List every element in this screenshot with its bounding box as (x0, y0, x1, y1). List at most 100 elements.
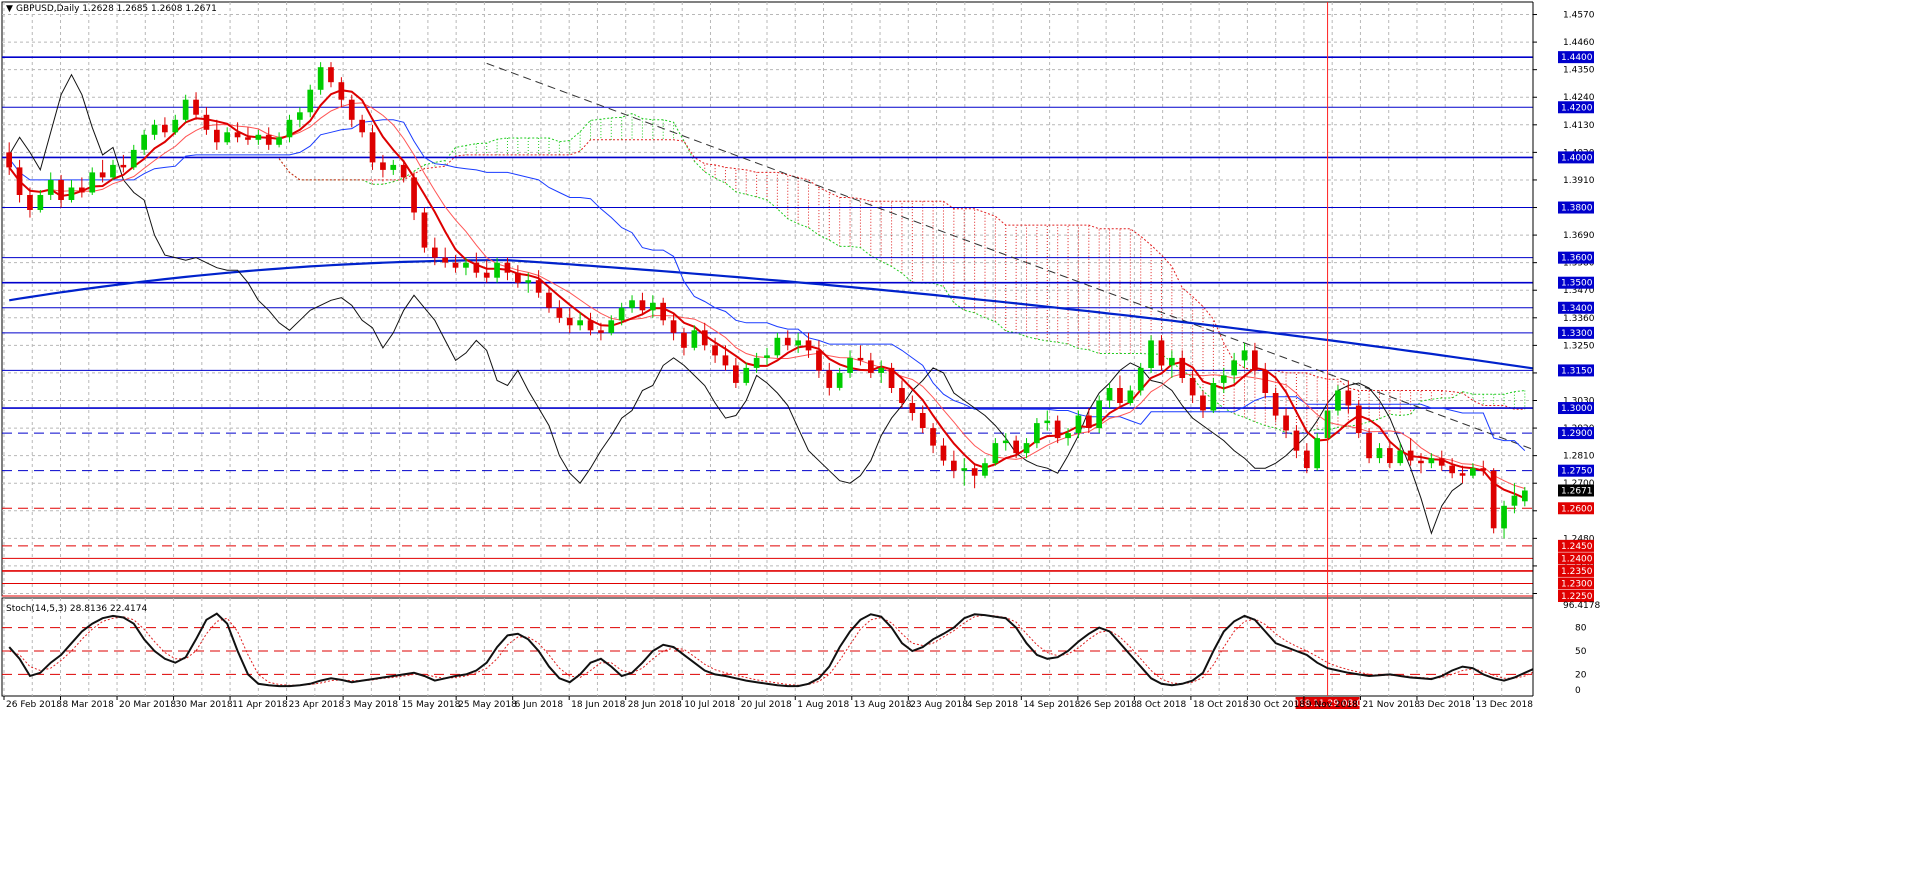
candle-body (1054, 420, 1061, 439)
candle-body (193, 99, 199, 115)
level-price-tag (1558, 101, 1594, 114)
time-label: 20 Jul 2018 (741, 700, 792, 710)
candle-body (411, 177, 417, 213)
candle-body (359, 119, 365, 133)
candle-body (546, 292, 552, 308)
candle-body (47, 179, 54, 195)
time-label: 3 May 2018 (345, 700, 398, 710)
time-label: 9 Nov 2018 (1306, 700, 1358, 710)
level-price-text: 1.3150 (1561, 366, 1593, 376)
candle-body (670, 320, 677, 333)
candle-body (203, 114, 210, 130)
axis-tick-label: 1.3910 (1563, 176, 1595, 186)
candle-body (1200, 395, 1206, 411)
candle-body (1438, 458, 1445, 466)
time-label: 8 Oct 2018 (1136, 700, 1186, 710)
candle-body (764, 355, 770, 358)
time-label: 4 Sep 2018 (967, 700, 1019, 710)
level-price-text: 1.2450 (1561, 542, 1593, 552)
candle-body (971, 468, 978, 476)
candle-body (307, 89, 314, 113)
time-label: 20 Mar 2018 (119, 700, 176, 710)
candle-body (774, 337, 781, 356)
candle-body (608, 320, 615, 333)
time-label: 14 Sep 2018 (1023, 700, 1080, 710)
stoch-signal-line (9, 614, 1536, 686)
time-label: 23 Aug 2018 (910, 700, 968, 710)
candle-body (784, 337, 791, 346)
axis-tick-label: 1.4570 (1563, 11, 1595, 21)
candle-body (1522, 490, 1528, 502)
stoch-level-label: 80 (1575, 624, 1587, 634)
crosshair-time-text: 2018.11.29 08:00 (1287, 699, 1368, 709)
symbol-info-label: GBPUSD,Daily 1.2628 1.2685 1.2608 1.2671 (16, 4, 217, 14)
candle-body (421, 212, 428, 248)
candle-body (701, 330, 708, 346)
ma-200-line (9, 259, 1598, 379)
candle-body (1355, 405, 1362, 434)
candle-body (1075, 415, 1082, 433)
axis-tick-label: 1.4130 (1563, 121, 1595, 131)
candle-body (930, 428, 936, 446)
candle-body (348, 99, 355, 120)
horizontal-levels[interactable] (2, 56, 1533, 597)
candle-body (650, 302, 656, 311)
candle-body (162, 124, 168, 133)
candle-body (878, 367, 884, 373)
candle-body (1335, 390, 1341, 411)
level-price-tag (1558, 464, 1594, 477)
price-axis: 1.45701.44601.43501.42401.41301.40201.39… (1532, 0, 1916, 869)
axis-tick-label: 1.3580 (1563, 259, 1595, 269)
stochastic-label: Stoch(14,5,3) 28.8136 22.4174 (6, 604, 147, 614)
candle-body (857, 357, 864, 361)
candle-body (317, 67, 324, 90)
candle-body (16, 167, 23, 195)
level-price-tag (1558, 539, 1594, 552)
candle-body (1283, 415, 1289, 431)
senkou-span-a (278, 112, 1525, 436)
candle-body (1106, 388, 1113, 401)
collapse-icon[interactable]: ▼ (6, 4, 13, 14)
candle-body (1231, 360, 1237, 376)
time-label: 13 Aug 2018 (854, 700, 912, 710)
time-label: 26 Feb 2018 (6, 700, 62, 710)
level-price-text: 1.3600 (1561, 254, 1593, 264)
candle-body (836, 372, 843, 388)
time-label: 11 Apr 2018 (232, 700, 288, 710)
axis-tick-label: 1.3030 (1563, 397, 1595, 407)
candle-body (660, 302, 666, 321)
chikou-line (8, 73, 1463, 535)
candle-body (328, 67, 334, 83)
level-price-text: 1.2250 (1561, 592, 1593, 602)
level-price-text: 1.2300 (1561, 579, 1593, 589)
candle-body (79, 187, 85, 193)
candle-body (629, 300, 635, 308)
candle-body (639, 300, 646, 311)
level-price-text: 1.2600 (1561, 504, 1593, 514)
time-label: 30 Oct 2018 (1249, 700, 1305, 710)
candle-body (224, 132, 230, 143)
candle-body (899, 388, 905, 403)
candle-body (961, 468, 968, 471)
candle-body (1314, 438, 1320, 469)
candle-body (712, 345, 718, 356)
candle-body (826, 370, 833, 388)
candle-body (888, 367, 895, 388)
time-label: 18 Jun 2018 (571, 700, 625, 710)
level-price-tag (1558, 251, 1594, 264)
candle-body (1272, 393, 1279, 416)
stoch-level-label: 20 (1575, 670, 1587, 680)
level-price-tag (1558, 564, 1594, 577)
time-label: 23 Apr 2018 (289, 700, 345, 710)
kijun-sen-line (8, 119, 1526, 451)
candle-body (753, 357, 760, 368)
level-price-tag (1558, 502, 1594, 515)
candle-body (1127, 390, 1134, 403)
candle-body (525, 280, 532, 283)
candle-body (141, 134, 147, 150)
candle-body (172, 119, 179, 133)
candle-body (390, 164, 397, 170)
candle-body (1304, 450, 1310, 469)
